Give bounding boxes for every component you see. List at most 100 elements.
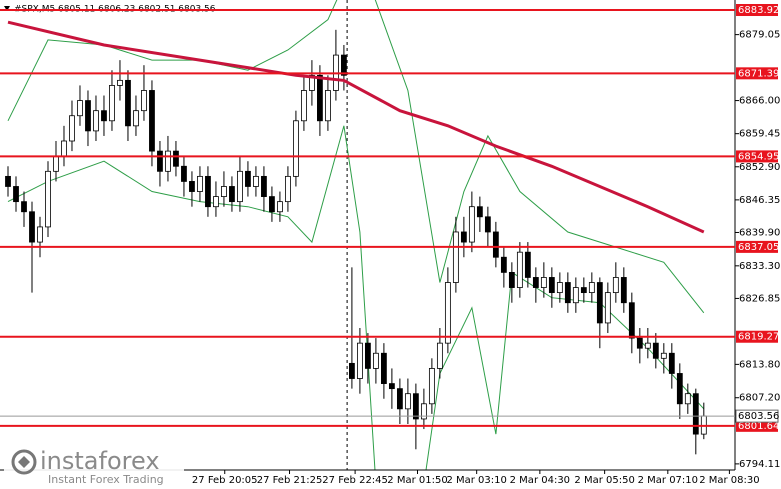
candle-body	[364, 342, 371, 369]
x-tick-label: 2 Mar 07:10	[638, 475, 698, 486]
x-tick-label: 27 Feb 21:25	[257, 475, 323, 486]
x-tick-label: 27 Feb 22:45	[322, 475, 388, 486]
candle-body	[13, 186, 19, 203]
candle-body	[636, 337, 643, 349]
candle-body	[189, 181, 195, 192]
candle-body	[484, 216, 491, 233]
candle-body	[428, 368, 435, 405]
x-tick-label: 2 Mar 08:30	[699, 475, 759, 486]
candle-body	[644, 342, 651, 349]
candle-body	[388, 383, 395, 390]
candle-body	[85, 100, 91, 132]
candle-body	[301, 90, 307, 122]
candle-body	[668, 352, 675, 374]
level-label: 6871.39	[738, 68, 779, 79]
candle-body	[93, 110, 99, 132]
candle-body	[117, 79, 123, 86]
tagline: Instant Forex Trading	[48, 473, 164, 486]
candle-body	[205, 175, 211, 208]
y-tick-label: 6852.90	[739, 162, 780, 173]
candle-body	[692, 393, 699, 435]
candle-body	[684, 393, 691, 405]
candle-body	[628, 302, 635, 339]
candle-body	[213, 196, 219, 208]
candle-body	[293, 120, 299, 177]
candle-body	[580, 287, 587, 294]
candle-body	[596, 282, 603, 324]
level-label-bg	[736, 150, 778, 163]
candle-body	[676, 373, 683, 405]
candle-body	[221, 186, 227, 197]
candle-body	[396, 388, 403, 410]
y-tick-label: 6833.30	[739, 261, 780, 272]
candle-body	[133, 110, 139, 127]
candle-body	[620, 277, 627, 304]
candle-body	[77, 100, 83, 117]
candle-body	[141, 90, 147, 112]
candle-body	[125, 79, 131, 127]
candle-body	[540, 277, 547, 288]
band-line	[7, 0, 705, 314]
candle-body	[588, 282, 595, 294]
moving-average	[7, 20, 705, 234]
candle-body	[61, 140, 67, 157]
candle-body	[157, 150, 163, 172]
candle-body	[237, 170, 243, 203]
level-label-bg	[736, 330, 778, 343]
y-tick-label: 6839.90	[739, 227, 780, 238]
candle-body	[460, 231, 467, 243]
candle-body	[309, 74, 315, 91]
candle-body	[37, 226, 43, 243]
candle-body	[229, 186, 235, 203]
candle-body	[69, 115, 75, 142]
level-label: 6801.64	[738, 421, 779, 432]
candle-body	[548, 277, 555, 294]
plot-area	[5, 0, 707, 470]
candle-body	[468, 206, 475, 243]
x-tick-label: 2 Mar 01:50	[387, 475, 447, 486]
candle-body	[604, 292, 611, 324]
brand: instaforex	[40, 447, 160, 475]
candle-body	[372, 352, 379, 369]
level-label-bg	[736, 419, 778, 432]
x-tick-label: 27 Feb 20:05	[192, 475, 258, 486]
y-tick-label: 6807.20	[739, 393, 780, 404]
candle-body	[492, 231, 499, 258]
candle-body	[45, 170, 51, 228]
candle-body	[101, 110, 107, 122]
candle-body	[21, 201, 27, 213]
candle-body	[404, 393, 411, 410]
level-label: 6819.27	[738, 332, 779, 343]
y-tick-label: 6866.00	[739, 96, 780, 107]
candle-body	[412, 393, 419, 420]
level-label-bg	[736, 67, 778, 80]
candle-body	[245, 170, 251, 187]
candle-body	[53, 155, 59, 172]
candle-body	[380, 352, 387, 384]
x-tick-label: 2 Mar 05:50	[574, 475, 634, 486]
y-tick-label: 6859.45	[739, 129, 780, 140]
candle-body	[181, 165, 187, 182]
candle-body	[524, 251, 531, 278]
candle-body	[29, 211, 35, 243]
candle-body	[652, 342, 659, 359]
candle-body	[349, 362, 355, 379]
candle-body	[572, 287, 579, 304]
y-tick-label: 6813.80	[739, 359, 780, 370]
candle-body	[516, 251, 523, 288]
candle-body	[341, 54, 347, 76]
candle-body	[197, 175, 203, 192]
x-tick-label: 2 Mar 04:30	[510, 475, 570, 486]
candle-body	[436, 342, 443, 369]
candle-body	[269, 196, 275, 213]
candle-body	[277, 201, 283, 213]
candle-body	[500, 256, 507, 273]
candle-body	[508, 271, 515, 288]
candle-body	[317, 74, 323, 122]
candle-body	[612, 277, 619, 294]
level-label: 6854.95	[738, 151, 779, 162]
title-icon	[4, 6, 10, 11]
candle-body	[452, 231, 459, 283]
level-label: 6837.05	[738, 242, 779, 253]
